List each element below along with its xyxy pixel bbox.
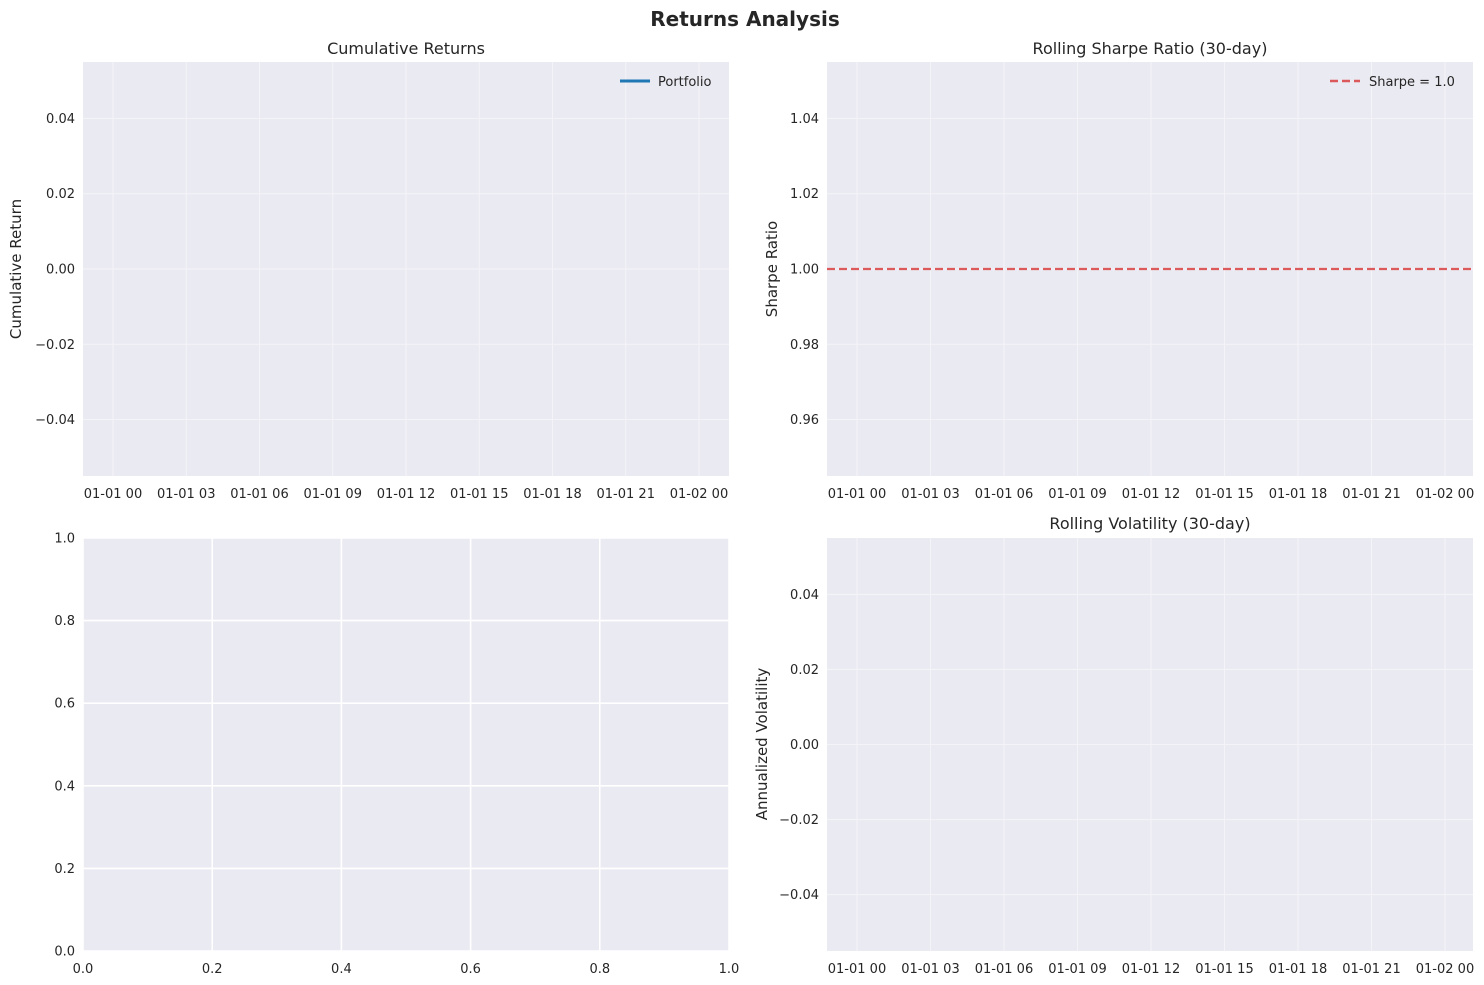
y-tick-label: 0.04: [790, 588, 819, 603]
y-tick-label: 0.02: [46, 187, 75, 202]
x-tick-label: 01-01 18: [523, 487, 581, 502]
x-tick-label: 01-01 09: [1048, 487, 1106, 502]
x-tick-label: 01-02 00: [1416, 487, 1474, 502]
y-tick-label: 0.98: [790, 338, 819, 353]
panel-cumulative-returns-ylabel: Cumulative Return: [7, 199, 25, 339]
x-tick-label: 01-01 00: [84, 487, 142, 502]
panel-cumulative-returns-title: Cumulative Returns: [327, 39, 485, 58]
y-tick-label: −0.04: [35, 413, 75, 428]
y-tick-label: 0.8: [54, 614, 75, 629]
x-tick-label: 0.6: [460, 962, 481, 977]
x-tick-label: 01-02 00: [1416, 962, 1474, 977]
panel-rolling-sharpe: Rolling Sharpe Ratio (30-day) Sharpe Rat…: [763, 39, 1474, 502]
y-tick-label: 0.2: [54, 862, 75, 877]
x-tick-label: 01-01 00: [828, 487, 886, 502]
x-tick-label: 01-01 03: [157, 487, 215, 502]
y-tick-label: 0.00: [46, 263, 75, 278]
y-tick-label: 0.6: [54, 697, 75, 712]
x-tick-label: 01-01 03: [901, 487, 959, 502]
panel-empty-axes-grid: [82, 537, 730, 952]
y-tick-label: −0.04: [779, 888, 819, 903]
y-tick-label: 0.04: [46, 112, 75, 127]
y-tick-label: −0.02: [779, 813, 819, 828]
x-tick-label: 01-01 06: [975, 487, 1033, 502]
x-tick-label: 01-01 06: [230, 487, 288, 502]
panel-empty-axes-xticks: 0.0 0.2 0.4 0.6 0.8 1.0: [73, 962, 740, 977]
x-tick-label: 0.4: [331, 962, 352, 977]
panel-cumulative-returns-grid: [83, 62, 729, 476]
panel-rolling-volatility-title: Rolling Volatility (30-day): [1049, 514, 1250, 533]
x-tick-label: 0.8: [589, 962, 610, 977]
panel-rolling-volatility-grid: [827, 538, 1473, 951]
y-tick-label: 0.96: [790, 413, 819, 428]
x-tick-label: 01-01 09: [1048, 962, 1106, 977]
panel-rolling-volatility-xticks: 01-01 00 01-01 03 01-01 06 01-01 09 01-01 12…: [828, 962, 1474, 977]
y-tick-label: −0.02: [35, 338, 75, 353]
x-tick-label: 01-01 21: [597, 487, 655, 502]
panel-cumulative-returns-xticks: 01-01 00 01-01 03 01-01 06 01-01 09 01-01 12…: [84, 487, 728, 502]
panel-rolling-sharpe-ylabel: Sharpe Ratio: [763, 221, 781, 317]
y-tick-label: 1.00: [790, 263, 819, 278]
panel-cumulative-returns-yticks: −0.04 −0.02 0.00 0.02 0.04: [35, 112, 75, 428]
x-tick-label: 01-01 12: [1122, 962, 1180, 977]
x-tick-label: 0.0: [73, 962, 94, 977]
x-tick-label: 0.2: [202, 962, 223, 977]
y-tick-label: 1.0: [54, 532, 75, 547]
x-tick-label: 01-01 15: [1195, 487, 1253, 502]
x-tick-label: 01-01 21: [1342, 487, 1400, 502]
panel-rolling-sharpe-title: Rolling Sharpe Ratio (30-day): [1033, 39, 1268, 58]
x-tick-label: 01-01 12: [1122, 487, 1180, 502]
panel-rolling-volatility-yticks: −0.04 −0.02 0.00 0.02 0.04: [779, 588, 819, 903]
x-tick-label: 1.0: [719, 962, 740, 977]
x-tick-label: 01-01 21: [1342, 962, 1400, 977]
panel-rolling-sharpe-grid: [827, 62, 1473, 476]
figure-title: Returns Analysis: [650, 7, 840, 31]
legend-portfolio-label: Portfolio: [658, 75, 712, 90]
x-tick-label: 01-01 09: [304, 487, 362, 502]
x-tick-label: 01-01 00: [828, 962, 886, 977]
panel-cumulative-returns-legend: Portfolio: [620, 75, 712, 90]
panel-cumulative-returns: Cumulative Returns Cumulative Return 01-…: [7, 39, 729, 502]
panel-empty-axes: 0.0 0.2 0.4 0.6 0.8 1.0 0.0 0.2 0.4 0.6 0.8 1.0: [54, 532, 739, 978]
y-tick-label: 0.4: [54, 779, 75, 794]
panel-rolling-sharpe-xticks: 01-01 00 01-01 03 01-01 06 01-01 09 01-01 12…: [828, 487, 1474, 502]
x-tick-label: 01-01 18: [1269, 487, 1327, 502]
x-tick-label: 01-01 15: [450, 487, 508, 502]
x-tick-label: 01-01 15: [1195, 962, 1253, 977]
panel-rolling-sharpe-yticks: 0.96 0.98 1.00 1.02 1.04: [790, 112, 819, 428]
panel-empty-axes-yticks: 0.0 0.2 0.4 0.6 0.8 1.0: [54, 532, 75, 960]
panel-rolling-volatility-ylabel: Annualized Volatility: [753, 668, 771, 821]
x-tick-label: 01-01 12: [377, 487, 435, 502]
x-tick-label: 01-01 06: [975, 962, 1033, 977]
x-tick-label: 01-02 00: [670, 487, 728, 502]
x-tick-label: 01-01 18: [1269, 962, 1327, 977]
panel-rolling-sharpe-legend: Sharpe = 1.0: [1330, 75, 1455, 90]
x-tick-label: 01-01 03: [901, 962, 959, 977]
y-tick-label: 1.02: [790, 187, 819, 202]
y-tick-label: 1.04: [790, 112, 819, 127]
legend-sharpe-label: Sharpe = 1.0: [1369, 75, 1455, 90]
panel-empty-axes-background: [83, 538, 729, 951]
y-tick-label: 0.02: [790, 663, 819, 678]
y-tick-label: 0.00: [790, 738, 819, 753]
panel-rolling-volatility: Rolling Volatility (30-day) Annualized V…: [753, 514, 1474, 977]
y-tick-label: 0.0: [54, 945, 75, 960]
